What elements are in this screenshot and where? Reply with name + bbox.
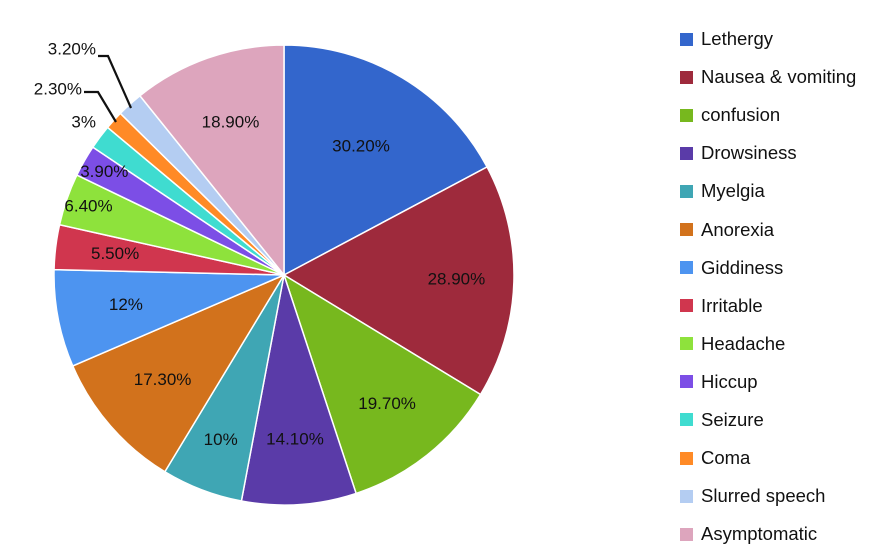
- legend-label: Asymptomatic: [701, 523, 818, 545]
- data-labels: 30.20% 28.90% 19.70% 14.10% 10% 17.30% 12% 5.50…: [34, 39, 485, 448]
- legend-swatch: [680, 184, 693, 198]
- legend-swatch: [680, 451, 693, 465]
- data-label-drowsiness: 14.10%: [266, 430, 324, 449]
- legend-label: Drowsiness: [701, 142, 797, 164]
- data-label-confusion: 19.70%: [358, 394, 416, 413]
- legend-swatch: [680, 299, 693, 313]
- legend-label: Seizure: [701, 408, 764, 430]
- legend-swatch: [680, 489, 693, 503]
- data-label-giddiness: 12%: [109, 295, 143, 314]
- legend: Lethergy Nausea & vomiting confusion Drowsi…: [680, 20, 878, 553]
- legend-item-confusion: confusion: [680, 96, 878, 134]
- legend-label: confusion: [701, 104, 781, 126]
- legend-swatch: [680, 413, 693, 427]
- legend-label: Myelgia: [701, 180, 765, 202]
- pie-slice-anorexia: [71, 273, 286, 473]
- legend-label: Slurred speech: [701, 485, 826, 507]
- data-label-hiccup: 3.90%: [80, 162, 128, 181]
- legend-label: Headache: [701, 332, 786, 354]
- legend-label: Anorexia: [701, 218, 775, 240]
- data-label-lethergy: 30.20%: [332, 136, 390, 155]
- legend-label: Coma: [701, 447, 751, 469]
- legend-label: Giddiness: [701, 256, 784, 278]
- pie-slice-lethergy: [283, 44, 489, 277]
- legend-item-asymptomatic: Asymptomatic: [680, 515, 878, 553]
- leader-line-slurred-speech: [98, 54, 133, 109]
- legend-item-myelgia: Myelgia: [680, 172, 878, 210]
- legend-swatch: [680, 223, 693, 237]
- pie-slices: [53, 44, 515, 506]
- legend-swatch: [680, 261, 693, 275]
- legend-swatch: [680, 108, 693, 122]
- pie-slice-nausea-vomiting: [282, 165, 515, 396]
- legend-item-irritable: Irritable: [680, 287, 878, 325]
- data-label-nausea-vomiting: 28.90%: [428, 269, 486, 288]
- legend-item-drowsiness: Drowsiness: [680, 134, 878, 172]
- legend-item-anorexia: Anorexia: [680, 210, 878, 248]
- legend-label: Hiccup: [701, 370, 758, 392]
- legend-swatch: [680, 527, 693, 541]
- data-label-slurred-speech: 3.20%: [48, 39, 96, 58]
- legend-swatch: [680, 375, 693, 389]
- legend-label: Irritable: [701, 294, 763, 316]
- legend-item-lethergy: Lethergy: [680, 20, 878, 58]
- legend-swatch: [680, 32, 693, 46]
- data-label-anorexia: 17.30%: [134, 370, 192, 389]
- data-label-myelgia: 10%: [204, 430, 238, 449]
- leader-lines: [84, 54, 133, 123]
- legend-item-giddiness: Giddiness: [680, 249, 878, 287]
- legend-item-seizure: Seizure: [680, 401, 878, 439]
- pie-slice-confusion: [282, 273, 482, 495]
- legend-item-headache: Headache: [680, 325, 878, 363]
- legend-swatch: [680, 146, 693, 160]
- pie-slice-drowsiness: [240, 274, 358, 506]
- legend-label: Lethergy: [701, 28, 773, 50]
- legend-swatch: [680, 70, 693, 84]
- leader-line-coma: [84, 90, 117, 123]
- legend-label: Nausea & vomiting: [701, 66, 857, 88]
- legend-swatch: [680, 337, 693, 351]
- data-label-asymptomatic: 18.90%: [202, 113, 260, 132]
- data-label-coma: 2.30%: [34, 79, 82, 98]
- legend-item-coma: Coma: [680, 439, 878, 477]
- data-label-seizure: 3%: [71, 112, 96, 131]
- pie-slice-asymptomatic: [138, 44, 285, 278]
- legend-item-slurred-speech: Slurred speech: [680, 477, 878, 515]
- data-label-irritable: 5.50%: [91, 244, 139, 263]
- legend-item-hiccup: Hiccup: [680, 363, 878, 401]
- data-label-headache: 6.40%: [64, 196, 112, 215]
- legend-item-nausea-vomiting: Nausea & vomiting: [680, 58, 878, 96]
